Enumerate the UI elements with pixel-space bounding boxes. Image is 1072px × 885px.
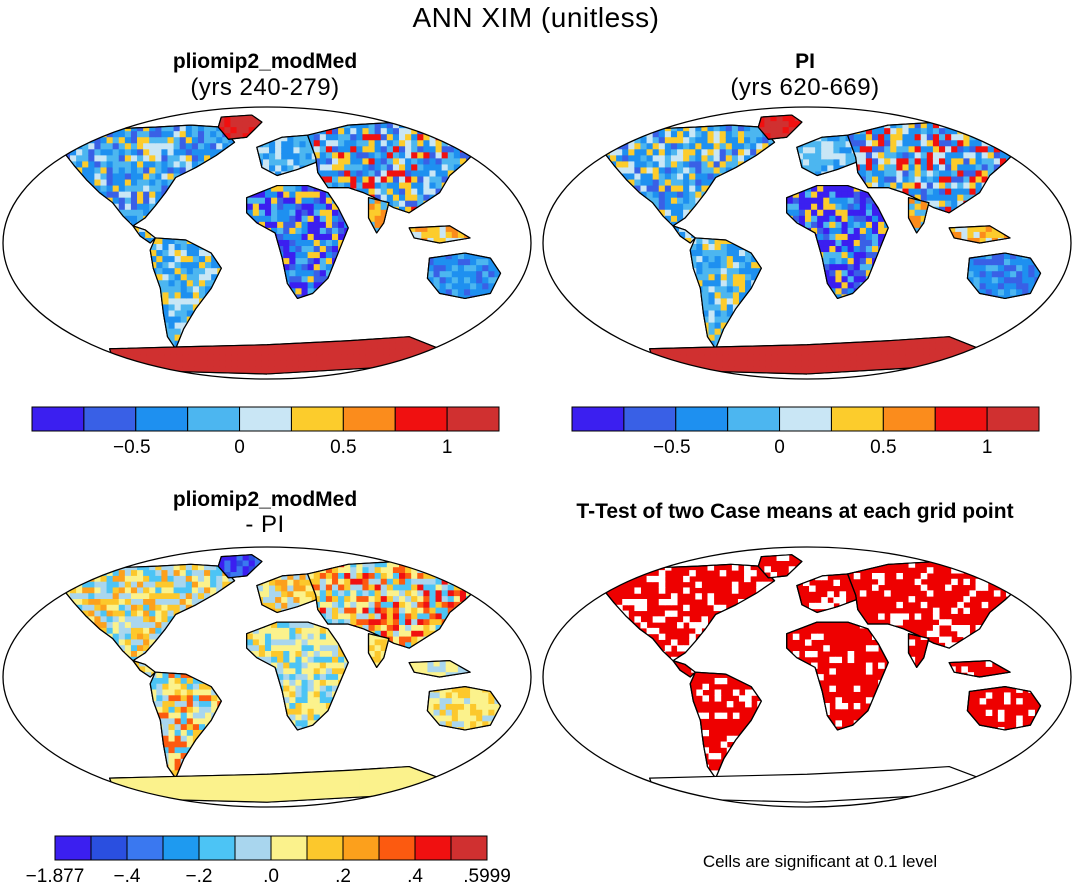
antarctica-shape	[648, 765, 981, 803]
colorbar-swatch	[675, 406, 729, 432]
colorbar-tick-label: .0	[263, 866, 279, 885]
significance-footnote: Cells are significant at 0.1 level	[702, 852, 938, 871]
colorbar-swatch	[394, 406, 448, 432]
colorbar-swatch	[986, 406, 1040, 432]
colorbar-swatch	[234, 835, 272, 861]
australia-cells	[427, 253, 501, 299]
colorbar-tick-label: −1.877	[26, 866, 85, 885]
map-panel-4	[542, 546, 1072, 808]
colorbar-panel-3: −1.877 −.4 −.2 .0 .2 .4 .5999	[26, 835, 511, 885]
colorbar-swatch	[187, 406, 241, 432]
colorbar-swatch	[342, 406, 396, 432]
colorbar-swatch	[450, 835, 488, 861]
indonesia-shape	[948, 660, 1011, 678]
map-border	[542, 106, 1072, 380]
colorbar-swatch	[54, 835, 92, 861]
colorbar-panel-2: −0.5 0 0.5 1	[571, 406, 1040, 458]
panel-2-title: PI	[795, 50, 815, 73]
colorbar-swatch	[571, 406, 625, 432]
colorbar-swatch	[378, 835, 416, 861]
colorbar-swatch	[306, 835, 344, 861]
colorbar-swatch	[198, 835, 236, 861]
colorbar-tick-label: .5999	[463, 866, 511, 885]
map-panel-3	[2, 546, 532, 808]
colorbar-tick-label: .2	[335, 866, 351, 885]
colorbar-tick-label: 0	[234, 437, 245, 458]
colorbar-tick-label: −0.5	[653, 437, 691, 458]
colorbar-swatch	[727, 406, 781, 432]
map-border	[2, 106, 532, 380]
colorbar-swatch	[83, 406, 137, 432]
panel-1-subtitle: (yrs 240-279)	[190, 74, 340, 101]
colorbar-swatch	[446, 406, 500, 432]
colorbar-tick-label: −.2	[186, 866, 213, 885]
colorbar-tick-label: −.4	[114, 866, 141, 885]
colorbar-swatch	[90, 835, 128, 861]
australia-cells	[427, 686, 501, 730]
colorbar-swatch	[126, 835, 164, 861]
panel-3-subtitle: - PI	[245, 511, 285, 538]
colorbar-swatch	[270, 835, 308, 861]
colorbar-swatch	[934, 406, 988, 432]
colorbar-panel-1: −0.5 0 0.5 1	[31, 406, 500, 458]
colorbar-tick-label: −0.5	[113, 437, 151, 458]
colorbar-swatch	[342, 835, 380, 861]
indonesia-cells	[409, 660, 471, 678]
colorbar-swatch	[135, 406, 189, 432]
colorbar-swatch	[779, 406, 832, 432]
colorbar-tick-label: 0	[774, 437, 785, 458]
asia-cells	[307, 122, 491, 213]
colorbar-swatch	[882, 406, 936, 432]
panel-2-subtitle: (yrs 620-669)	[730, 74, 880, 101]
panel-3-title: pliomip2_modMed	[172, 488, 358, 511]
indonesia-cells	[409, 225, 471, 244]
asia-cells	[847, 122, 1031, 213]
indonesia-cells	[949, 225, 1011, 244]
australia-cells	[967, 253, 1041, 299]
panel-4-title: T-Test of two Case means at each grid po…	[576, 500, 1014, 523]
figure-title: ANN XIM (unitless)	[412, 2, 660, 33]
greenland-cells	[218, 115, 262, 140]
colorbar-tick-label: 1	[982, 437, 993, 458]
colorbar-tick-label: 0.5	[330, 437, 356, 458]
colorbar-swatch	[414, 835, 452, 861]
colorbar-tick-label: 1	[442, 437, 453, 458]
colorbar-swatch	[239, 406, 292, 432]
asia-cells	[307, 561, 491, 649]
map-border	[2, 546, 532, 808]
colorbar-swatch	[31, 406, 85, 432]
colorbar-swatch	[290, 406, 344, 432]
map-panel-1	[2, 106, 532, 380]
colorbar-tick-label: .4	[407, 866, 423, 885]
colorbar-tick-label: 0.5	[870, 437, 896, 458]
colorbar-swatch	[623, 406, 677, 432]
colorbar-swatch	[830, 406, 884, 432]
panel-1-title: pliomip2_modMed	[172, 50, 358, 73]
colorbar-swatch	[162, 835, 200, 861]
map-panel-2	[542, 106, 1072, 380]
map-border	[542, 546, 1072, 808]
